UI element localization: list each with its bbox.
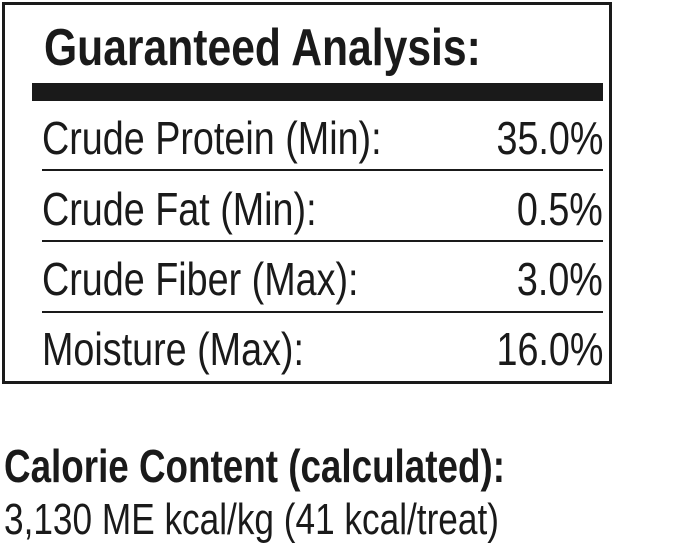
- row-divider: [42, 169, 603, 171]
- analysis-title: Guaranteed Analysis:: [44, 19, 481, 77]
- guaranteed-analysis-box: [2, 2, 612, 384]
- row-label-moisture: Moisture (Max):: [42, 323, 304, 375]
- calorie-heading: Calorie Content (calculated):: [4, 440, 505, 492]
- row-label-fat: Crude Fat (Min):: [42, 183, 317, 235]
- row-label-protein: Crude Protein (Min):: [42, 112, 382, 164]
- row-value-fat: 0.5%: [517, 183, 603, 235]
- title-divider-bar: [32, 83, 603, 101]
- calorie-value: 3,130 ME kcal/kg (41 kcal/treat): [4, 495, 499, 544]
- row-value-moisture: 16.0%: [496, 323, 603, 375]
- row-value-protein: 35.0%: [496, 112, 603, 164]
- row-divider: [42, 240, 603, 242]
- row-divider: [42, 311, 603, 313]
- row-value-fiber: 3.0%: [517, 253, 603, 305]
- row-label-fiber: Crude Fiber (Max):: [42, 253, 359, 305]
